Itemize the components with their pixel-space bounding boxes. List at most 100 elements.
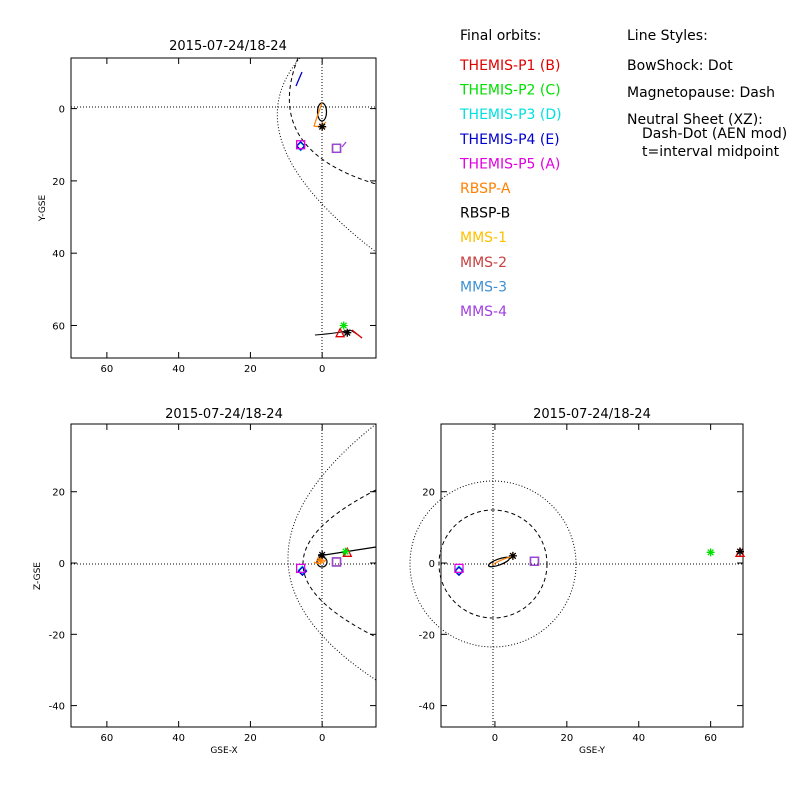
panel-yz-magnetopause: [438, 509, 548, 619]
x-tick-label: 40: [172, 364, 185, 375]
panel-xy-ticks: 60 40 20 0 0 20 40 60: [52, 58, 376, 375]
marker-rbsp-b: [508, 551, 517, 560]
panel-xy-magnetopause: [288, 57, 377, 185]
marker-themis-p2: [341, 547, 350, 556]
panel-xz-frame: [70, 423, 377, 728]
marker-mms-3: [331, 143, 342, 154]
marker-mms-4: [331, 557, 342, 567]
panel-xz-markers: [295, 546, 353, 577]
y-tick-label: -20: [49, 630, 65, 641]
y-tick-label: 60: [52, 321, 65, 332]
marker-themis-p4: [295, 140, 306, 151]
x-tick-label: 40: [172, 733, 185, 744]
legend-item-themis-p1-b: THEMIS-P1 (B): [459, 58, 560, 74]
y-tick-label: -40: [49, 702, 65, 713]
panel-yz-markers: [454, 546, 746, 577]
panel-xy-markers: [295, 122, 352, 338]
panel-xy-title: 2015-07-24/18-24: [169, 39, 287, 54]
marker-themis-p5: [295, 563, 306, 574]
x-tick-label: 60: [704, 733, 717, 744]
panel-yz-title: 2015-07-24/18-24: [533, 407, 651, 422]
note-midpoint: t=interval midpoint: [642, 144, 780, 160]
marker-mms-1: [331, 143, 342, 154]
marker-mms-2: [331, 557, 342, 567]
panel-xy-p4-trace: [295, 71, 303, 87]
x-tick-label: 60: [101, 364, 114, 375]
legend-item-themis-p4-e: THEMIS-P4 (E): [459, 132, 560, 148]
x-tick-label: 0: [319, 364, 325, 375]
panel-yz-bowshock: [409, 480, 577, 648]
panel-xz-title: 2015-07-24/18-24: [165, 407, 283, 422]
marker-themis-p5: [295, 140, 306, 150]
marker-themis-p1-star: [736, 547, 744, 556]
y-tick-label: -20: [419, 630, 435, 641]
legend-item-mms-4: MMS-4: [460, 304, 507, 320]
panel-xy-ylabel: Y-GSE: [38, 195, 48, 223]
y-tick-label: 20: [52, 177, 65, 188]
panel-yz-xlabel: GSE-Y: [579, 746, 606, 756]
legend-item-rbsp-a: RBSP-A: [460, 181, 511, 197]
y-tick-label: 0: [59, 105, 65, 116]
marker-themis-p1: [335, 327, 346, 338]
note-neutral-sheet: Neutral Sheet (XZ):: [627, 112, 763, 128]
y-tick-label: 40: [52, 249, 65, 260]
line-style-notes: Line Styles: BowShock: Dot Magnetopause:…: [627, 28, 787, 160]
note-magnetopause: Magnetopause: Dash: [627, 85, 775, 101]
y-tick-label: 20: [52, 488, 65, 499]
y-tick-label: -40: [419, 702, 435, 713]
y-tick-label: 0: [59, 559, 65, 570]
x-tick-label: 20: [244, 364, 257, 375]
panel-xz-ticks: 60 40 20 0 -40 -20 0 20: [49, 424, 376, 744]
legend-item-mms-3: MMS-3: [460, 279, 507, 295]
panel-xz: 2015-07-24/18-24 Z-GSE GSE-X 60 40 20 0 -40 -…: [33, 407, 377, 756]
y-tick-label: 0: [429, 559, 435, 570]
panel-xz-ylabel: Z-GSE: [33, 562, 43, 590]
x-tick-label: 20: [244, 733, 257, 744]
marker-themis-p5: [454, 563, 464, 574]
legend: Final orbits: THEMIS-P1 (B) THEMIS-P2 (C)…: [459, 28, 562, 320]
x-tick-label: 20: [560, 733, 573, 744]
marker-mms-4: [331, 143, 342, 154]
x-tick-label: 0: [319, 733, 325, 744]
marker-mms-4: [529, 556, 540, 566]
panel-xy-bowshock: [276, 57, 377, 253]
panel-xz-bowshock: [287, 423, 377, 681]
marker-themis-p2: [339, 321, 348, 330]
legend-item-rbsp-b: RBSP-B: [460, 206, 510, 222]
marker-themis-p1: [734, 546, 746, 557]
panel-yz-ticks: 0 20 40 60 -40 -20 0 20: [419, 424, 743, 744]
panel-xy-frame: [70, 57, 377, 359]
marker-themis-p2: [706, 548, 715, 557]
y-tick-label: 20: [422, 488, 435, 499]
x-tick-label: 0: [492, 733, 498, 744]
legend-item-mms-1: MMS-1: [460, 230, 507, 246]
panel-yz: 2015-07-24/18-24 GSE-Y 0 20 40 60 -40 -20 0 20: [409, 407, 746, 756]
marker-mms-3: [331, 557, 342, 567]
legend-item-themis-p2-c: THEMIS-P2 (C): [459, 83, 561, 99]
panel-xz-xlabel: GSE-X: [210, 746, 237, 756]
x-tick-label: 40: [632, 733, 645, 744]
legend-items: THEMIS-P1 (B) THEMIS-P2 (C) THEMIS-P3 (D) T…: [459, 58, 562, 320]
note-bowshock: BowShock: Dot: [627, 58, 733, 74]
marker-rbsp-a: [316, 556, 325, 565]
marker-mms-2: [331, 143, 342, 154]
panel-yz-rbsp-orbit: [487, 556, 511, 568]
x-tick-label: 60: [101, 733, 114, 744]
legend-heading: Final orbits:: [460, 28, 541, 44]
marker-rbsp-b: [318, 550, 327, 559]
legend-item-mms-2: MMS-2: [460, 255, 507, 271]
legend-item-themis-p3-d: THEMIS-P3 (D): [459, 107, 562, 123]
marker-themis-p4: [454, 566, 464, 577]
panel-xy: 2015-07-24/18-24 Y-GSE 60 40 20 0 0 20 40 60: [38, 39, 377, 375]
marker-mms-1: [331, 557, 342, 567]
notes-heading: Line Styles:: [627, 28, 708, 44]
panel-xy-mms-trace: [341, 141, 347, 148]
note-dash-dot: Dash-Dot (AEN mod): [642, 126, 787, 142]
panel-yz-rbsp-a-orbit: [491, 556, 511, 566]
marker-themis-p1-b: [343, 328, 352, 337]
panel-yz-frame: [440, 423, 744, 728]
panel-xy-p1-red-trace: [351, 329, 363, 339]
marker-rbsp-b: [318, 122, 327, 131]
marker-themis-p3: [454, 565, 464, 576]
